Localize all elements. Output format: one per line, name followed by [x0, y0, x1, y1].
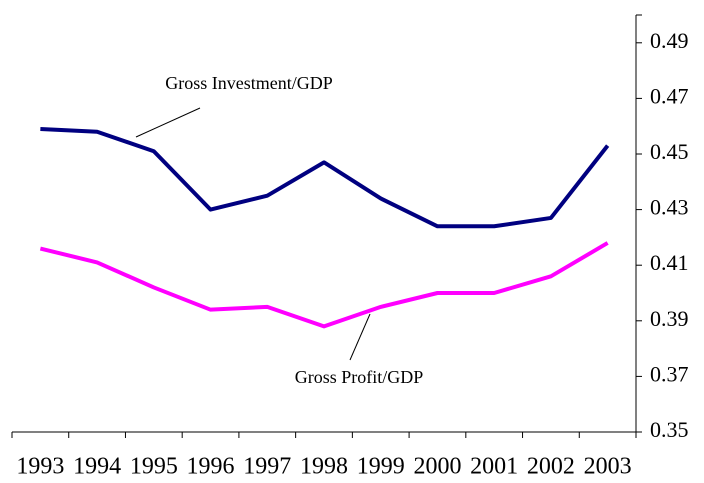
annotation-leader	[349, 313, 371, 361]
series-annotation: Gross Profit/GDP	[295, 367, 424, 387]
y-tick-label: 0.41	[650, 250, 689, 275]
series-line	[40, 126, 610, 229]
x-tick-label: 1997	[243, 454, 291, 480]
x-tick-label: 2001	[470, 454, 518, 480]
y-tick-label: 0.37	[650, 361, 689, 386]
y-tick-label: 0.35	[650, 417, 689, 442]
annotation-leader	[135, 107, 201, 138]
y-tick-label: 0.39	[650, 306, 689, 331]
y-tick-label: 0.43	[650, 195, 689, 220]
series-annotation: Gross Investment/GDP	[165, 73, 333, 93]
x-tick-label: 1998	[300, 454, 348, 480]
x-tick-label: 2003	[584, 454, 632, 480]
x-tick-label: 1999	[357, 454, 405, 480]
y-tick-label: 0.45	[650, 139, 689, 164]
series-line	[39, 241, 609, 329]
x-tick-label: 2002	[527, 454, 575, 480]
x-tick-label: 1994	[73, 454, 121, 480]
x-tick-label: 2000	[413, 454, 461, 480]
x-tick-label: 1996	[187, 454, 235, 480]
x-tick-label: 1995	[130, 454, 178, 480]
x-tick-label: 1993	[16, 454, 64, 480]
y-tick-label: 0.47	[650, 83, 689, 108]
y-tick-label: 0.49	[650, 28, 689, 53]
